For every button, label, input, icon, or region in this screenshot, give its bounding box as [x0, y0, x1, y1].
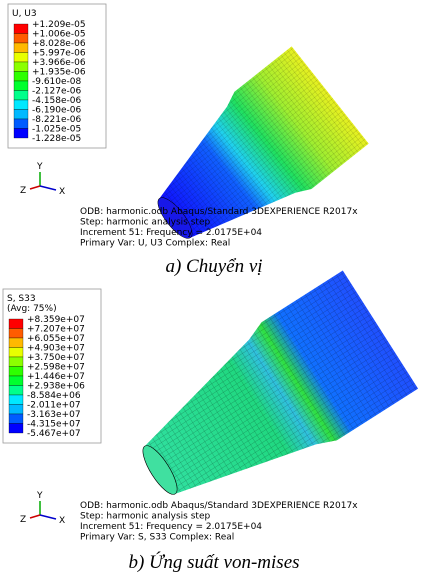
legend-value: -4.158e-06	[32, 96, 82, 106]
legend-swatch	[14, 43, 28, 53]
legend-swatch	[9, 348, 23, 358]
legend-value: +6.055e+07	[27, 334, 85, 344]
legend-value: -1.025e-05	[32, 125, 81, 135]
info-line: Increment 51: Frequency = 2.0175E+04	[80, 228, 262, 238]
legend-value: -2.127e-06	[32, 87, 82, 97]
legend-swatch	[9, 357, 23, 367]
legend-value: +2.598e+07	[27, 363, 85, 373]
axis-z	[30, 515, 40, 518]
axis-label: X	[59, 516, 65, 526]
legend-title: (Avg: 75%)	[7, 304, 57, 314]
caption: b) Ứng suất von-mises	[128, 551, 299, 573]
legend-value: +7.207e+07	[27, 325, 85, 335]
legend-swatch	[14, 62, 28, 72]
legend-value: +1.006e-05	[32, 30, 86, 40]
axis-label: Y	[36, 491, 43, 501]
axis-label: Y	[36, 162, 43, 172]
legend-value: +2.938e+06	[27, 382, 85, 392]
legend-value: +8.359e+07	[27, 315, 85, 325]
legend-value: -2.011e+07	[27, 401, 81, 411]
axis-label: Z	[20, 515, 26, 525]
legend-swatch	[9, 338, 23, 348]
legend-title: S, S33	[7, 294, 36, 304]
axis-x	[40, 186, 56, 190]
axis-x	[40, 515, 56, 519]
legend-swatch	[9, 376, 23, 386]
legend-value: -4.315e+07	[27, 420, 81, 430]
mesh-model	[115, 270, 419, 534]
legend-value: +3.750e+07	[27, 353, 85, 363]
info-line: Increment 51: Frequency = 2.0175E+04	[80, 522, 262, 532]
info-line: ODB: harmonic.odb Abaqus/Standard 3DEXPE…	[80, 207, 358, 217]
legend-swatch	[14, 72, 28, 82]
legend-swatch	[14, 24, 28, 34]
legend-value: +4.903e+07	[27, 344, 85, 354]
axis-z	[30, 186, 40, 189]
info-line: Step: harmonic analysis step	[80, 218, 210, 228]
info-line: Step: harmonic analysis step	[80, 512, 210, 522]
caption: a) Chuyển vị	[165, 256, 262, 277]
legend-value: -3.163e+07	[27, 410, 81, 420]
legend-swatch	[9, 386, 23, 396]
legend-value: -5.467e+07	[27, 429, 81, 439]
legend-title: U, U3	[12, 9, 37, 19]
legend-value: +3.966e-06	[32, 58, 86, 68]
legend-swatch	[14, 100, 28, 110]
legend-value: +1.209e-05	[32, 20, 86, 30]
legend-value: -1.228e-05	[32, 134, 81, 144]
axis-label: X	[59, 187, 65, 197]
legend-value: -9.610e-08	[32, 77, 82, 87]
legend-swatch	[9, 395, 23, 405]
legend-swatch	[14, 34, 28, 44]
legend-swatch	[14, 129, 28, 139]
legend-swatch	[14, 110, 28, 120]
info-line: Primary Var: S, S33 Complex: Real	[80, 533, 234, 543]
legend-swatch	[9, 414, 23, 424]
info-line: Primary Var: U, U3 Complex: Real	[80, 239, 230, 249]
legend-value: -8.584e+06	[27, 391, 81, 401]
legend-value: +1.935e-06	[32, 68, 86, 78]
legend-value: +1.446e+07	[27, 372, 85, 382]
figure: U, U3+1.209e-05+1.006e-05+8.028e-06+5.99…	[0, 0, 428, 577]
legend-swatch	[9, 405, 23, 415]
page: U, U3+1.209e-05+1.006e-05+8.028e-06+5.99…	[0, 0, 428, 577]
legend-swatch	[14, 53, 28, 63]
legend-swatch	[9, 319, 23, 329]
info-line: ODB: harmonic.odb Abaqus/Standard 3DEXPE…	[80, 501, 358, 511]
legend-swatch	[9, 367, 23, 377]
legend-swatch	[14, 81, 28, 91]
legend-value: -6.190e-06	[32, 106, 82, 116]
legend-value: +5.997e-06	[32, 49, 86, 59]
legend-swatch	[9, 329, 23, 339]
legend-swatch	[9, 424, 23, 434]
legend-value: +8.028e-06	[32, 39, 86, 49]
legend-swatch	[14, 119, 28, 129]
legend-value: -8.221e-06	[32, 115, 82, 125]
legend-swatch	[14, 91, 28, 101]
axis-label: Z	[20, 186, 26, 196]
